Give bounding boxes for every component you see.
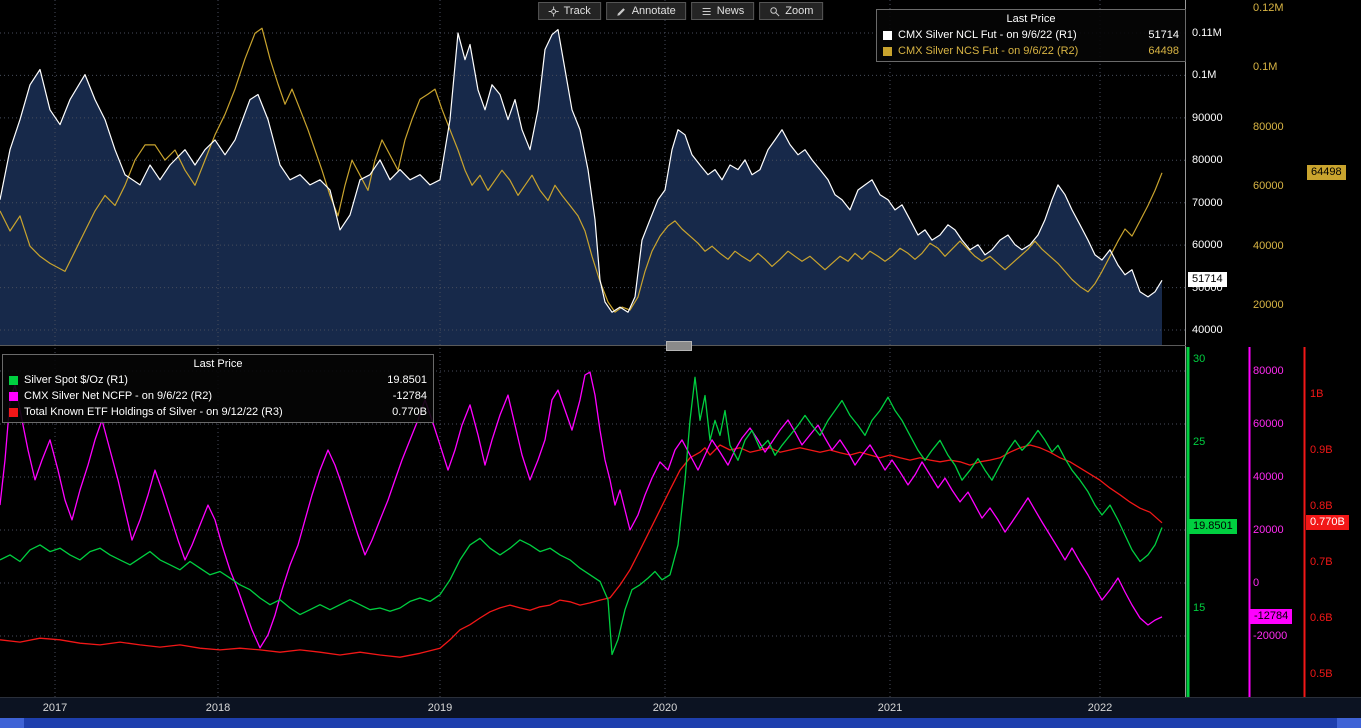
legend-title: Last Price	[1006, 13, 1056, 25]
series-label: CMX Silver NCS Fut - on 9/6/22 (R2)	[898, 45, 1079, 57]
track-button-label: Track	[563, 5, 591, 17]
axis-tick-top-R2: 60000	[1253, 180, 1284, 193]
x-axis-year-label: 2022	[1087, 702, 1113, 714]
last-price-badge-bottom-R1: 19.8501	[1189, 519, 1237, 535]
series-value: 19.8501	[387, 374, 427, 386]
axis-tick-bottom-R2: 20000	[1253, 524, 1284, 536]
x-axis-year-label: 2017	[42, 702, 68, 714]
legend-row-ncs-fut[interactable]: CMX Silver NCS Fut - on 9/6/22 (R2) 6449…	[883, 43, 1179, 59]
axis-tick-bottom-R2: -20000	[1253, 630, 1288, 642]
series-swatch	[883, 30, 892, 40]
axis-tick-top-R1: 60000	[1192, 239, 1223, 252]
top-panel-legend: Last Price CMX Silver NCL Fut - on 9/6/2…	[876, 9, 1186, 62]
legend-row-silver-spot[interactable]: Silver Spot $/Oz (R1) 19.8501	[9, 372, 427, 388]
series-label: CMX Silver Net NCFP - on 9/6/22 (R2)	[24, 390, 213, 402]
x-axis-strip: 2017 2018 2019 2020 2021 2022	[0, 697, 1361, 718]
axis-tick-bottom-R2: 40000	[1253, 471, 1284, 483]
axis-tick-top-R2: 0.12M	[1253, 2, 1284, 14]
series-label: Total Known ETF Holdings of Silver - on …	[24, 406, 283, 418]
series-value: 64498	[1148, 45, 1179, 57]
legend-row-etf-holdings[interactable]: Total Known ETF Holdings of Silver - on …	[9, 404, 427, 420]
date-range-scrollbar[interactable]	[0, 718, 1361, 728]
zoom-button[interactable]: Zoom	[759, 2, 824, 20]
annotate-button-label: Annotate	[631, 5, 676, 17]
bottom-panel-legend: Last Price Silver Spot $/Oz (R1) 19.8501…	[2, 354, 434, 423]
axis-tick-top-R2: 0.1M	[1253, 61, 1278, 74]
news-button-label: News	[716, 5, 745, 17]
axis-tick-bottom-R3: 0.6B	[1310, 612, 1333, 624]
series-value: 0.770B	[392, 406, 427, 418]
series-label: Silver Spot $/Oz (R1)	[24, 374, 128, 386]
series-label: CMX Silver NCL Fut - on 9/6/22 (R1)	[898, 29, 1077, 41]
last-price-badge-top-R2: 64498	[1307, 164, 1346, 180]
axis-tick-bottom-R1: 30	[1193, 353, 1206, 365]
legend-title: Last Price	[193, 358, 243, 370]
axis-tick-top-R1: 40000	[1192, 324, 1223, 336]
axis-tick-bottom-R2: 80000	[1253, 365, 1284, 377]
x-axis-year-label: 2020	[652, 702, 678, 714]
annotate-icon	[616, 6, 627, 17]
axis-tick-bottom-R1: 25	[1193, 436, 1206, 448]
x-axis-year-label: 2018	[205, 702, 231, 714]
axis-tick-bottom-R3: 1B	[1310, 388, 1324, 400]
panel-divider	[0, 345, 1186, 346]
annotate-button[interactable]: Annotate	[605, 2, 686, 20]
scrollbar-right-cap[interactable]	[1337, 718, 1361, 728]
axis-tick-bottom-R2: 60000	[1253, 418, 1284, 430]
last-price-badge-bottom-R3: 0.770B	[1306, 514, 1349, 530]
axis-tick-top-R2: 40000	[1253, 239, 1284, 252]
news-button[interactable]: News	[690, 2, 755, 20]
track-icon	[548, 6, 559, 17]
axis-tick-bottom-R2: 0	[1253, 577, 1260, 589]
series-value: 51714	[1148, 29, 1179, 41]
axis-tick-top-R1: 80000	[1192, 154, 1223, 167]
x-axis-year-label: 2021	[877, 702, 903, 714]
scrollbar-left-cap[interactable]	[0, 718, 24, 728]
series-swatch	[9, 375, 18, 385]
last-price-badge-bottom-R2: -12784	[1250, 608, 1293, 624]
axis-tick-bottom-R3: 0.5B	[1310, 668, 1333, 680]
axis-tick-bottom-R1: 15	[1193, 602, 1206, 614]
series-swatch	[883, 46, 892, 56]
series-value: -12784	[392, 390, 427, 402]
series-swatch	[9, 407, 18, 417]
axis-tick-top-R1: 0.11M	[1192, 27, 1222, 39]
panel-divider-handle[interactable]	[666, 341, 692, 351]
zoom-button-label: Zoom	[785, 5, 814, 17]
axis-tick-top-R1: 0.1M	[1192, 69, 1217, 82]
chart-toolbar: Track Annotate News Zoom	[537, 2, 824, 20]
last-price-badge-top-R1: 51714	[1188, 272, 1227, 288]
axis-tick-top-R2: 20000	[1253, 299, 1284, 311]
axis-tick-top-R1: 70000	[1192, 196, 1223, 209]
legend-row-ncl-fut[interactable]: CMX Silver NCL Fut - on 9/6/22 (R1) 5171…	[883, 27, 1179, 43]
zoom-icon	[769, 6, 780, 17]
axis-tick-top-R1: 90000	[1192, 111, 1223, 124]
axis-tick-bottom-R3: 0.8B	[1310, 500, 1333, 512]
legend-row-net-ncfp[interactable]: CMX Silver Net NCFP - on 9/6/22 (R2) -12…	[9, 388, 427, 404]
axis-tick-bottom-R3: 0.7B	[1310, 556, 1333, 568]
x-axis-year-label: 2019	[427, 702, 453, 714]
news-icon	[701, 6, 712, 17]
axis-tick-top-R2: 80000	[1253, 120, 1284, 133]
track-button[interactable]: Track	[537, 2, 601, 20]
axis-tick-bottom-R3: 0.9B	[1310, 444, 1333, 456]
series-swatch	[9, 391, 18, 401]
